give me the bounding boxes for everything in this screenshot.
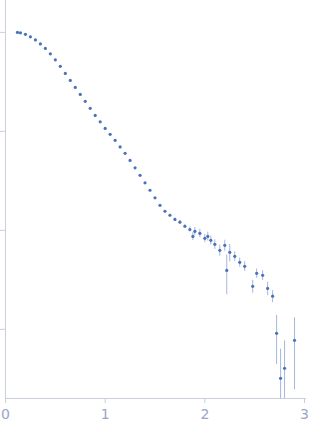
svg-text:3: 3: [300, 406, 309, 422]
svg-text:1: 1: [101, 406, 110, 422]
svg-text:0: 0: [1, 406, 10, 422]
svg-text:2: 2: [200, 406, 209, 422]
